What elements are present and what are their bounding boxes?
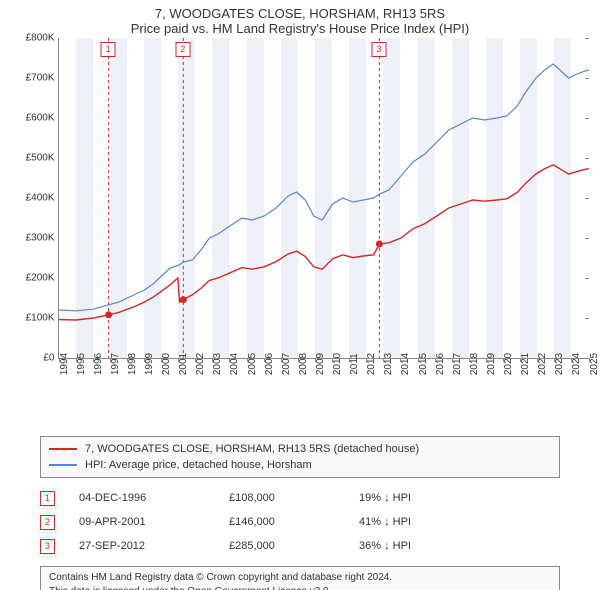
transaction-row: 3 27-SEP-2012£285,00036% ↓ HPI (40, 534, 560, 558)
legend-swatch (49, 448, 77, 450)
x-axis-tick (400, 358, 401, 362)
tx-marker-box: 2 (175, 42, 190, 57)
legend-label: 7, WOODGATES CLOSE, HORSHAM, RH13 5RS (d… (85, 443, 419, 455)
x-axis-tick (332, 358, 333, 362)
x-axis-tick (589, 358, 590, 362)
transaction-date: 27-SEP-2012 (79, 540, 229, 552)
x-axis-tick (537, 358, 538, 362)
x-axis-tick (486, 358, 487, 362)
transaction-price: £285,000 (229, 540, 359, 552)
legend-label: HPI: Average price, detached house, Hors… (85, 459, 312, 471)
chart-wrap: £0£100K£200K£300K£400K£500K£600K£700K£80… (8, 38, 593, 398)
transaction-row: 2 09-APR-2001£146,00041% ↓ HPI (40, 510, 560, 534)
page-title: 7, WOODGATES CLOSE, HORSHAM, RH13 5RS (0, 6, 600, 21)
x-axis-tick (452, 358, 453, 362)
tx-marker-dot (375, 241, 382, 248)
transaction-hpi-delta: 19% ↓ HPI (359, 492, 411, 504)
attribution-line-2: This data is licensed under the Open Gov… (49, 585, 551, 590)
x-axis-tick (247, 358, 248, 362)
x-axis-tick (178, 358, 179, 362)
x-axis-tick (554, 358, 555, 362)
transaction-date: 09-APR-2001 (79, 516, 229, 528)
y-axis-label: £400K (26, 193, 59, 204)
y-axis-label: £800K (26, 33, 59, 44)
x-axis-tick (93, 358, 94, 362)
y-axis-label: £100K (26, 313, 59, 324)
tx-marker-dot (105, 311, 112, 318)
x-axis-tick (418, 358, 419, 362)
chart-svg (59, 38, 589, 358)
attribution-line-1: Contains HM Land Registry data © Crown c… (49, 571, 551, 585)
x-axis-tick (315, 358, 316, 362)
tx-marker-dot (179, 296, 186, 303)
x-axis-tick (281, 358, 282, 362)
y-axis-label: £0 (43, 353, 58, 364)
y-axis-label: £200K (26, 273, 59, 284)
x-axis-tick (144, 358, 145, 362)
x-axis-tick (59, 358, 60, 362)
x-axis-tick (503, 358, 504, 362)
legend-row: HPI: Average price, detached house, Hors… (49, 457, 551, 473)
series-line-prop (59, 165, 589, 320)
x-axis-tick (195, 358, 196, 362)
x-axis-tick (127, 358, 128, 362)
transaction-date: 04-DEC-1996 (79, 492, 229, 504)
tx-marker-box: 3 (371, 42, 386, 57)
x-axis-tick (349, 358, 350, 362)
y-axis-label: £300K (26, 233, 59, 244)
x-axis-tick (76, 358, 77, 362)
x-axis-tick (110, 358, 111, 362)
x-axis-tick (264, 358, 265, 362)
y-axis-label: £700K (26, 73, 59, 84)
attribution-box: Contains HM Land Registry data © Crown c… (40, 566, 560, 590)
tx-marker-box: 1 (101, 42, 116, 57)
x-axis-tick (469, 358, 470, 362)
page-subtitle: Price paid vs. HM Land Registry's House … (0, 21, 600, 36)
transaction-price: £108,000 (229, 492, 359, 504)
x-axis-tick (435, 358, 436, 362)
x-axis-label: 2025 (589, 353, 600, 375)
x-axis-tick (298, 358, 299, 362)
transaction-index-box: 1 (40, 491, 55, 506)
x-axis-tick (229, 358, 230, 362)
x-axis-tick (383, 358, 384, 362)
transaction-hpi-delta: 41% ↓ HPI (359, 516, 411, 528)
legend-box: 7, WOODGATES CLOSE, HORSHAM, RH13 5RS (d… (40, 436, 560, 478)
legend-row: 7, WOODGATES CLOSE, HORSHAM, RH13 5RS (d… (49, 441, 551, 457)
x-axis-tick (366, 358, 367, 362)
transaction-index-box: 3 (40, 539, 55, 554)
y-axis-label: £600K (26, 113, 59, 124)
transaction-index-box: 2 (40, 515, 55, 530)
x-axis-tick (161, 358, 162, 362)
x-axis-tick (520, 358, 521, 362)
legend-swatch (49, 464, 77, 466)
series-line-hpi (59, 64, 589, 311)
title-block: 7, WOODGATES CLOSE, HORSHAM, RH13 5RS Pr… (0, 0, 600, 38)
chart-area: £0£100K£200K£300K£400K£500K£600K£700K£80… (58, 38, 589, 359)
y-axis-label: £500K (26, 153, 59, 164)
transaction-price: £146,000 (229, 516, 359, 528)
page-root: 7, WOODGATES CLOSE, HORSHAM, RH13 5RS Pr… (0, 0, 600, 590)
transaction-hpi-delta: 36% ↓ HPI (359, 540, 411, 552)
x-axis-tick (212, 358, 213, 362)
transaction-row: 1 04-DEC-1996£108,00019% ↓ HPI (40, 486, 560, 510)
x-axis-tick (571, 358, 572, 362)
transactions-table: 1 04-DEC-1996£108,00019% ↓ HPI 2 09-APR-200… (40, 486, 560, 558)
